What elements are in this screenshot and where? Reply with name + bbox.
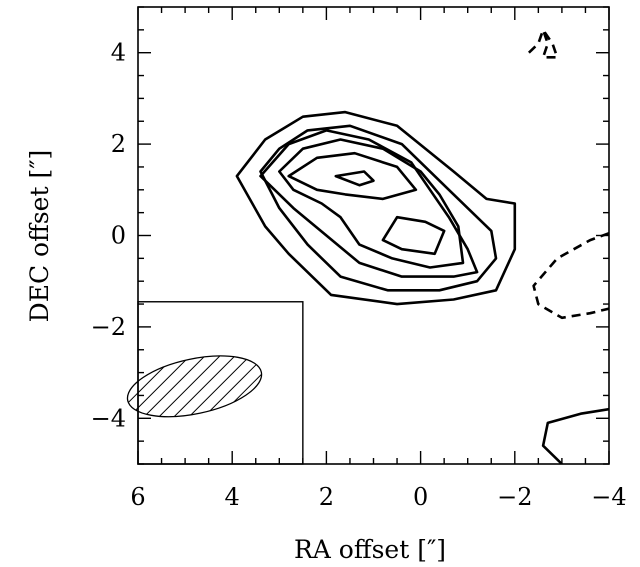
- x-tick-label: −2: [497, 483, 532, 511]
- x-axis-label: RA offset [″]: [294, 535, 446, 564]
- hatch-line: [122, 345, 265, 428]
- contour-4: [278, 138, 465, 269]
- contour-10: [541, 407, 609, 464]
- hatch-line: [122, 345, 268, 428]
- hatch-line: [122, 345, 160, 428]
- hatch-line: [122, 345, 130, 428]
- contour-3: [259, 129, 479, 278]
- contour-2: [259, 124, 498, 292]
- contours-layer: [235, 28, 609, 464]
- contour-7: [381, 215, 446, 256]
- axis-ticks: [137, 6, 610, 465]
- y-tick-label: 4: [111, 39, 126, 67]
- y-tick-label: 0: [111, 222, 126, 250]
- hatch-line: [122, 345, 268, 428]
- x-tick-label: −4: [591, 483, 626, 511]
- hatch-line: [122, 345, 268, 428]
- beam-ellipse: [126, 355, 263, 418]
- contour-5: [287, 151, 418, 201]
- contour-1: [235, 110, 517, 306]
- contour-8: [527, 28, 559, 59]
- y-tick-label: 2: [111, 130, 126, 158]
- hatch-line: [122, 345, 268, 428]
- x-tick-label: 0: [413, 483, 428, 511]
- contour-6: [334, 170, 375, 187]
- x-tick-label: 6: [130, 483, 145, 511]
- hatch-line: [122, 345, 268, 428]
- x-tick-labels: 6 4 2 0 −2 −4: [130, 483, 626, 511]
- y-tick-label: −4: [91, 404, 126, 432]
- hatch-line: [129, 345, 268, 428]
- y-tick-label: −2: [91, 313, 126, 341]
- hatch-line: [122, 345, 268, 428]
- x-tick-label: 4: [225, 483, 240, 511]
- y-axis-label: DEC offset [″]: [25, 150, 54, 323]
- hatch-line: [0, 266, 115, 506]
- contour-9: [532, 231, 609, 320]
- hatch-line: [122, 345, 145, 428]
- x-tick-label: 2: [319, 483, 334, 511]
- y-tick-labels: −4 −2 0 2 4: [91, 39, 126, 433]
- beam-inset-box: [137, 301, 304, 465]
